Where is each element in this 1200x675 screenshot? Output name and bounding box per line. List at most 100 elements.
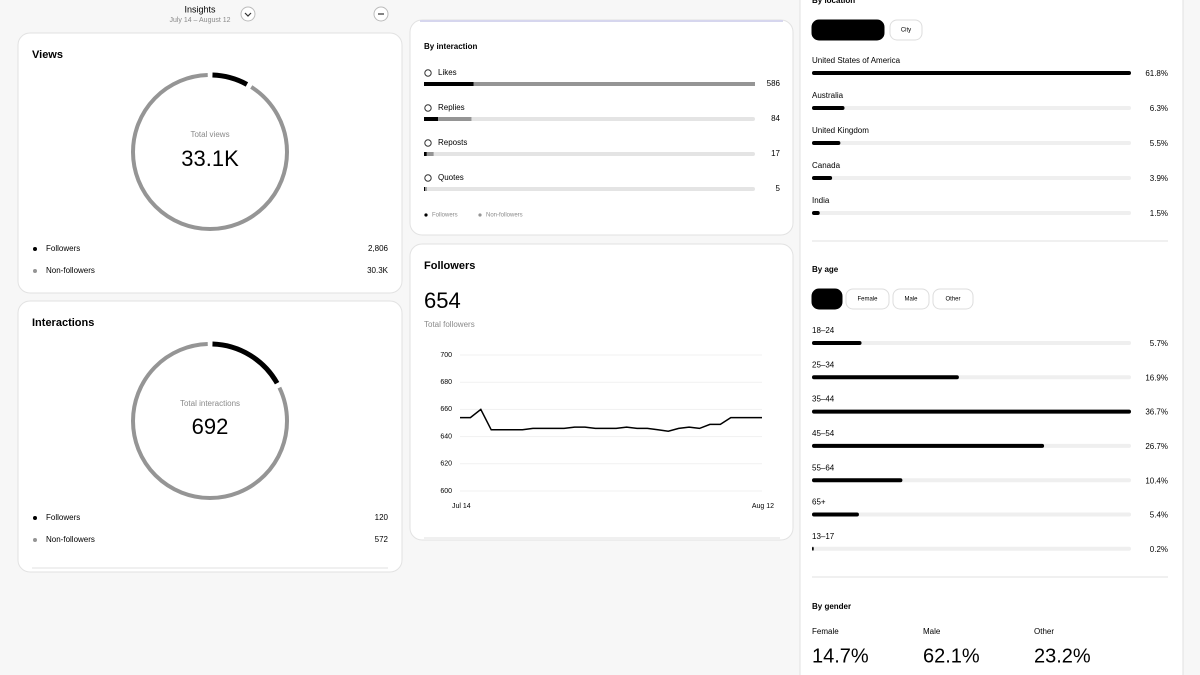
section-title: By age xyxy=(812,265,839,274)
bar xyxy=(812,71,1131,75)
by-interaction-card xyxy=(409,19,794,236)
filter-tab-label: Female xyxy=(857,297,878,303)
followers-card xyxy=(409,243,794,541)
row-value: 3.9% xyxy=(1150,174,1168,183)
y-tick-label: 680 xyxy=(440,379,452,386)
gender-name: Other xyxy=(1034,627,1054,636)
filter-tab[interactable] xyxy=(932,288,974,310)
non-followers-bar xyxy=(425,187,427,191)
filter-tab-label: Male xyxy=(904,297,918,303)
row-value: 0.2% xyxy=(1150,545,1168,554)
followers-bar xyxy=(424,82,474,86)
row-value: 61.8% xyxy=(1145,69,1168,78)
bar-track xyxy=(424,152,755,156)
interaction-icon xyxy=(424,139,432,147)
section-title: By location xyxy=(812,0,855,5)
header-subtitle: July 14 – August 12 xyxy=(169,17,230,24)
non-followers-bar xyxy=(473,82,755,86)
section-title: By interaction xyxy=(424,42,477,51)
row-value: 10.4% xyxy=(1145,476,1168,485)
bar xyxy=(812,341,862,345)
legend-label: Non-followers xyxy=(46,266,95,275)
card-title: Interactions xyxy=(32,317,94,329)
row-name: Canada xyxy=(812,161,841,170)
filter-tab[interactable] xyxy=(811,19,885,41)
non-followers-arc xyxy=(131,342,289,500)
interaction-name: Replies xyxy=(438,103,465,112)
header-title: Insights xyxy=(184,4,216,14)
y-tick-label: 700 xyxy=(440,352,452,359)
interactions-card xyxy=(17,300,403,573)
bar-track xyxy=(812,546,1131,551)
row-name: United States of America xyxy=(812,56,901,65)
row-name: 35–44 xyxy=(812,395,835,404)
interaction-total: 17 xyxy=(771,149,780,158)
row-name: 13–17 xyxy=(812,532,835,541)
interaction-icon xyxy=(424,174,432,182)
row-value: 36.7% xyxy=(1145,408,1168,417)
row-name: 65+ xyxy=(812,498,826,507)
row-name: India xyxy=(812,196,830,205)
x-tick-label: Jul 14 xyxy=(452,503,471,510)
filter-tab[interactable] xyxy=(845,288,890,310)
followers-bar xyxy=(424,117,439,121)
legend-dot xyxy=(33,269,37,273)
gender-name: Female xyxy=(812,627,839,636)
row-name: 18–24 xyxy=(812,326,835,335)
bar xyxy=(812,409,1131,414)
row-name: 45–54 xyxy=(812,429,835,438)
followers-total: 654 xyxy=(424,288,461,313)
gender-value: 62.1% xyxy=(923,645,980,667)
total-label: Total views xyxy=(190,130,229,139)
interaction-total: 5 xyxy=(776,184,781,193)
legend-dot xyxy=(33,247,37,251)
legend-value: 120 xyxy=(375,513,389,522)
legend-label: Non-followers xyxy=(46,535,95,544)
row-name: United Kingdom xyxy=(812,126,869,135)
bar xyxy=(812,478,903,483)
interaction-icon xyxy=(424,69,432,77)
row-value: 1.5% xyxy=(1150,209,1168,218)
filter-tab-label: Other xyxy=(945,297,960,303)
filter-tab[interactable] xyxy=(889,19,923,41)
y-tick-label: 600 xyxy=(440,488,452,495)
filter-tab[interactable] xyxy=(892,288,930,310)
legend-dot xyxy=(424,213,428,217)
demographics-panel xyxy=(799,0,1184,675)
bar xyxy=(812,512,859,517)
filter-tab-label: Country/Region xyxy=(827,28,869,34)
legend-dot xyxy=(478,213,482,217)
bar-track xyxy=(812,341,1131,345)
bar-track xyxy=(424,117,755,121)
filter-tab-label: All xyxy=(824,297,831,303)
y-tick-label: 640 xyxy=(440,433,452,440)
date-dropdown-button[interactable] xyxy=(240,6,256,22)
bar-track xyxy=(812,512,1131,517)
legend-dot xyxy=(33,516,37,520)
interaction-total: 586 xyxy=(767,79,781,88)
interaction-icon xyxy=(424,104,432,112)
bar-track xyxy=(812,176,1131,180)
gender-value: 14.7% xyxy=(812,645,869,667)
non-followers-arc xyxy=(131,73,289,231)
section-title: By gender xyxy=(812,602,851,611)
legend-label: Followers xyxy=(46,513,80,522)
followers-bar xyxy=(424,152,427,156)
bar xyxy=(812,176,833,180)
row-value: 26.7% xyxy=(1145,442,1168,451)
legend-label: Followers xyxy=(46,244,80,253)
x-tick-label: Aug 12 xyxy=(752,503,774,510)
interaction-name: Likes xyxy=(438,68,457,77)
filter-tab[interactable] xyxy=(811,288,843,310)
legend-value: 2,806 xyxy=(368,244,389,253)
total-value: 33.1K xyxy=(181,146,239,171)
followers-bar xyxy=(424,187,426,191)
gender-value: 23.2% xyxy=(1034,645,1091,667)
row-name: 55–64 xyxy=(812,463,835,472)
bar xyxy=(812,211,820,215)
total-label: Total followers xyxy=(424,320,475,329)
y-tick-label: 660 xyxy=(440,406,452,413)
row-name: 25–34 xyxy=(812,360,835,369)
bar xyxy=(812,141,841,145)
